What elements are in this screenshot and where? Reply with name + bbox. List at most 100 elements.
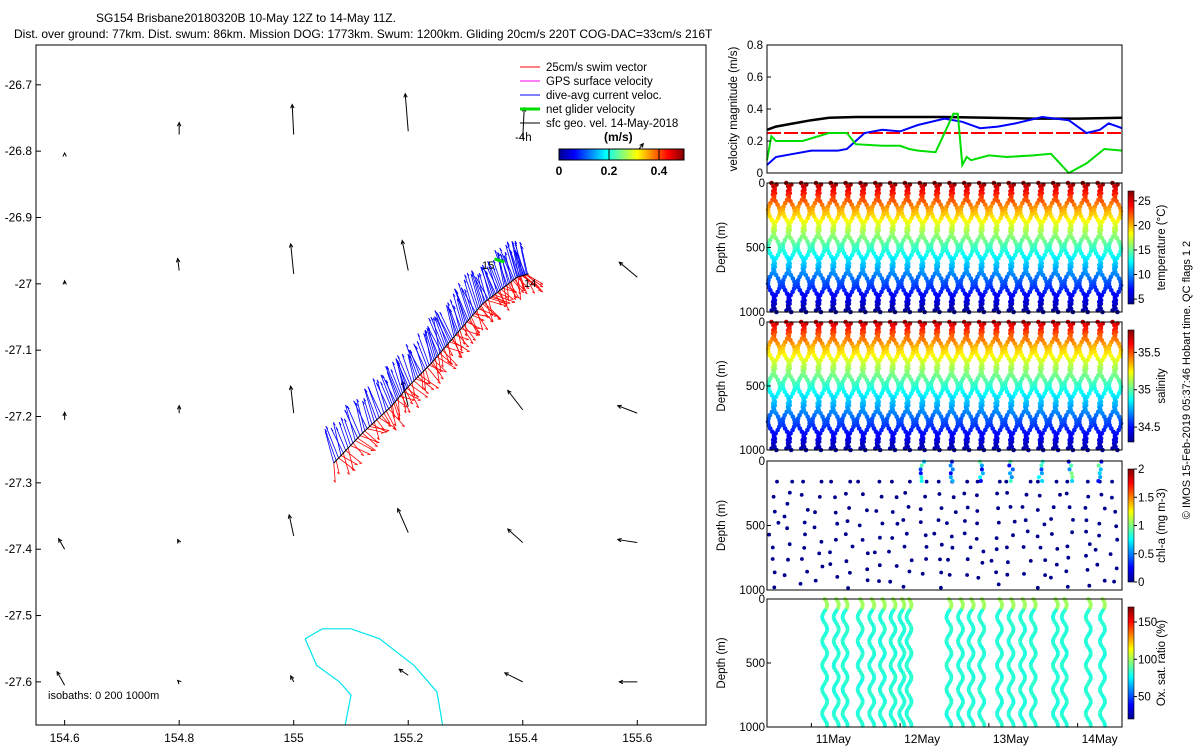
dac-vector — [325, 429, 336, 461]
chla-point — [1064, 569, 1068, 573]
map-marks — [57, 94, 643, 725]
swim-vector-head — [500, 302, 503, 303]
chla-point — [1094, 548, 1098, 552]
chla-point — [937, 518, 941, 522]
chla-point — [1008, 471, 1012, 475]
section-ytick-label: 500 — [746, 243, 765, 255]
chla-point — [895, 495, 899, 499]
sfc-velocity-arrow — [63, 412, 66, 420]
chla-point — [821, 565, 825, 569]
chla-point — [1043, 573, 1047, 577]
chla-point — [903, 491, 907, 495]
swim-vector — [346, 451, 362, 464]
chla-point — [1007, 464, 1011, 468]
chla-point — [1029, 559, 1033, 563]
dac-vector — [465, 289, 473, 315]
chla-point — [844, 532, 848, 536]
section-ytick-label: 0 — [759, 317, 765, 329]
chla-point — [1065, 480, 1069, 484]
section-colorbar — [1128, 191, 1134, 304]
chla-point — [866, 551, 870, 555]
chla-point — [1066, 585, 1070, 589]
map-frame — [36, 45, 706, 725]
chla-point — [820, 480, 824, 484]
title-line-1: SG154 Brisbane20180320B 10-May 12Z to 14… — [96, 11, 396, 25]
chla-point — [1097, 522, 1101, 526]
sfc-velocity-arrow — [619, 680, 637, 683]
chla-point — [1112, 580, 1116, 584]
velocity-ytick-label: 0.4 — [747, 104, 764, 116]
chla-point — [1086, 480, 1090, 484]
chla-point — [932, 532, 936, 536]
chla-point — [1086, 495, 1090, 499]
chla-point — [833, 495, 837, 499]
chla-point — [1110, 496, 1114, 500]
chla-point — [938, 492, 942, 496]
section-colorbar-label: salinity — [1156, 368, 1168, 403]
chla-point — [1068, 467, 1072, 471]
chla-point — [920, 479, 924, 483]
chla-point — [895, 564, 899, 568]
dac-vector — [521, 246, 527, 274]
chla-point — [922, 460, 926, 464]
chla-point — [1100, 493, 1104, 497]
chla-point — [835, 522, 839, 526]
chla-point — [940, 543, 944, 547]
chla-point — [834, 538, 838, 542]
sfc-arrow-shaft — [508, 529, 523, 543]
chla-point — [846, 586, 850, 590]
chla-point — [1084, 530, 1088, 534]
profile-marks — [766, 181, 1124, 315]
section-colorbar-tick-label: 0.5 — [1138, 549, 1154, 561]
velocity-series-line — [767, 117, 1122, 165]
chla-point — [945, 521, 949, 525]
sfc-velocity-arrow — [178, 540, 181, 544]
profile-marks — [766, 320, 1124, 453]
chla-point — [1114, 524, 1118, 528]
chla-point — [1040, 479, 1044, 483]
section-colorbar-tick-label: 35 — [1138, 385, 1151, 397]
chla-point — [767, 533, 771, 537]
section-ylabel: Depth (m) — [716, 222, 728, 273]
section-colorbar-tick-label: 20 — [1138, 220, 1151, 232]
chla-point — [1055, 547, 1059, 551]
chla-point — [963, 532, 967, 536]
section-colorbar-tick-label: 10 — [1138, 270, 1151, 282]
chla-point — [1011, 467, 1015, 471]
chla-point — [963, 519, 967, 523]
chla-point — [1084, 554, 1088, 558]
chla-point — [1071, 518, 1075, 522]
chla-point — [848, 571, 852, 575]
legend-dac-label: dive-avg current veloc. — [546, 90, 662, 102]
section-ylabel: Depth (m) — [716, 360, 728, 411]
chla-point — [1098, 475, 1102, 479]
chla-point — [938, 558, 942, 562]
chla-point — [908, 480, 912, 484]
chla-point — [844, 492, 848, 496]
isobath-legend: isobaths: 0 200 1000m — [48, 690, 159, 702]
chla-point — [919, 471, 923, 475]
swim-vector — [444, 349, 449, 364]
chla-point — [1097, 534, 1101, 538]
section-colorbar — [1128, 330, 1134, 442]
map-colorbar-tick-label: 0 — [556, 164, 563, 178]
chla-point — [806, 508, 810, 512]
chla-point — [887, 550, 891, 554]
dac-vector — [465, 275, 477, 311]
chla-point — [1022, 545, 1026, 549]
sfc-velocity-arrow — [289, 386, 293, 413]
legend-swim-label: 25cm/s swim vector — [546, 62, 647, 74]
section-colorbar-label: chl-a (mg m-3) — [1156, 488, 1168, 563]
map-legend: 25cm/s swim vector GPS surface velocity … — [515, 62, 684, 178]
chla-point — [949, 464, 953, 468]
swim-vector-head — [359, 463, 362, 464]
chla-point — [878, 536, 882, 540]
chla-point — [1009, 505, 1013, 509]
chla-point — [939, 586, 943, 590]
chla-point — [790, 480, 794, 484]
chla-point — [951, 546, 955, 550]
chla-point — [890, 480, 894, 484]
chla-point — [865, 508, 869, 512]
